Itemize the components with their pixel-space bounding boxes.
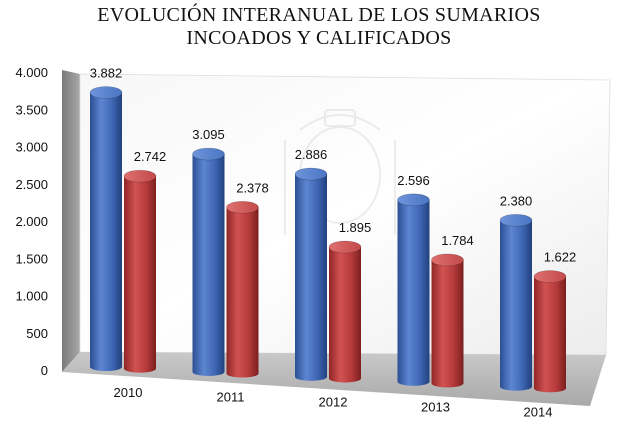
bar-body: [124, 176, 156, 369]
bar-body: [500, 220, 532, 387]
chart-title-line-2: INCOADOS Y CALIFICADOS: [186, 27, 452, 49]
chart-title: EVOLUCIÓN INTERANUAL DE LOS SUMARIOS INC…: [0, 4, 638, 50]
x-tick-label: 2014: [524, 405, 553, 420]
y-tick-label: 500: [26, 326, 48, 341]
bar-bottom: [534, 384, 566, 393]
bar-bottom: [431, 379, 464, 388]
data-label: 1.895: [339, 220, 372, 235]
bar-bottom: [295, 372, 327, 381]
side-wall: [62, 70, 80, 372]
bar-body: [534, 276, 566, 389]
bar-top: [294, 167, 328, 181]
x-axis: 2010 2011 2012 2013 2014: [114, 385, 553, 420]
bar-2013-series-1: [397, 193, 430, 386]
x-tick-label: 2012: [319, 395, 348, 410]
bar-body: [329, 247, 361, 379]
data-label: 3.095: [192, 127, 225, 142]
bar-top: [328, 240, 362, 254]
bar-top: [192, 147, 225, 161]
bar-body: [397, 199, 430, 382]
bar-2014-series-1: [499, 214, 533, 391]
y-tick-label: 2.500: [15, 177, 48, 192]
y-tick-label: 3.500: [15, 102, 48, 117]
bar-top: [123, 169, 157, 183]
bar-body: [90, 92, 122, 367]
y-axis: 0 500 1.000 1.500 2.000 2.500 3.000 3.500 4.000: [15, 65, 48, 378]
watermark-crest: [284, 109, 396, 235]
data-label: 2.886: [295, 147, 328, 162]
x-tick-label: 2010: [114, 385, 143, 400]
bar-top: [89, 86, 123, 99]
bars: 3.882 2.742 3.095 2.378 2.886 1.895 2.596 1.784…: [89, 65, 577, 393]
bar-2011-series-1: [192, 147, 225, 376]
bar-bottom: [192, 367, 225, 376]
bar-body: [192, 154, 225, 372]
bar-top: [431, 253, 464, 267]
bar-top: [533, 270, 567, 283]
data-label: 3.882: [90, 65, 123, 80]
bar-2012-series-2: [328, 240, 362, 383]
bar-body: [226, 207, 259, 374]
bar-2011-series-2: [226, 201, 259, 378]
bar-2010-series-1: [89, 86, 123, 371]
chart-title-line-1: EVOLUCIÓN INTERANUAL DE LOS SUMARIOS: [97, 4, 541, 26]
bar-bottom: [226, 369, 259, 378]
data-label: 2.596: [397, 173, 430, 188]
data-label: 2.742: [134, 149, 167, 164]
y-tick-label: 3.000: [15, 140, 48, 155]
bar-2013-series-2: [431, 253, 464, 388]
bar-2010-series-2: [123, 169, 157, 373]
bar-2014-series-2: [533, 270, 567, 393]
y-tick-label: 4.000: [15, 65, 48, 80]
bar-bottom: [329, 374, 361, 383]
bar-top: [397, 193, 430, 207]
y-tick-label: 1.000: [15, 289, 48, 304]
y-tick-label: 0: [41, 363, 48, 378]
data-label: 1.622: [544, 250, 577, 265]
bar-top: [499, 214, 533, 227]
bar-body: [431, 259, 464, 384]
bar-body: [295, 174, 327, 377]
data-label: 1.784: [441, 233, 474, 248]
data-label: 2.378: [236, 180, 269, 195]
bar-bottom: [90, 363, 122, 371]
y-tick-label: 2.000: [15, 214, 48, 229]
data-label: 2.380: [500, 193, 533, 208]
y-tick-label: 1.500: [15, 251, 48, 266]
bar-bottom: [397, 377, 430, 386]
x-tick-label: 2013: [421, 400, 450, 415]
x-tick-label: 2011: [217, 390, 245, 405]
bar-bottom: [500, 382, 532, 391]
bar-top: [226, 201, 259, 214]
bar-bottom: [124, 364, 156, 373]
bar-2012-series-1: [294, 167, 328, 381]
